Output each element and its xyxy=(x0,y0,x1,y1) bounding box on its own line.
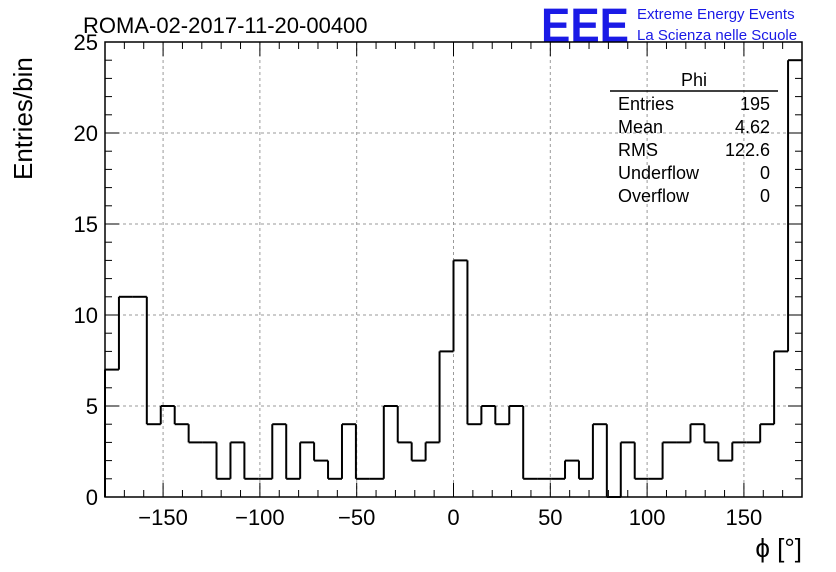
y-tick-label: 0 xyxy=(86,485,98,510)
x-axis-label: ϕ [°] xyxy=(755,533,802,563)
x-tick-label: 0 xyxy=(447,505,459,530)
y-tick-labels: 0 5 10 15 20 25 xyxy=(74,30,98,510)
y-tick-label: 15 xyxy=(74,212,98,237)
axes xyxy=(104,41,803,498)
stats-row-value: 195 xyxy=(740,94,770,114)
stats-row-value: 122.6 xyxy=(725,140,770,160)
y-tick-label: 25 xyxy=(74,30,98,55)
x-tick-labels: −150 −100 −50 0 50 100 150 xyxy=(138,505,762,530)
x-tick-label: 100 xyxy=(629,505,666,530)
y-tick-label: 5 xyxy=(86,394,98,419)
stats-row-label: Entries xyxy=(618,94,674,114)
stats-row-value: 0 xyxy=(760,163,770,183)
histogram-bars xyxy=(104,59,802,498)
stats-row-label: Mean xyxy=(618,117,663,137)
run-title: ROMA-02-2017-11-20-00400 xyxy=(83,13,368,38)
stats-box: Phi Entries 195 Mean 4.62 RMS 122.6 Underflow 0… xyxy=(610,70,778,206)
y-tick-label: 10 xyxy=(74,303,98,328)
stats-row-label: RMS xyxy=(618,140,658,160)
y-axis-label: Entries/bin xyxy=(8,57,38,180)
eee-logo: EEE xyxy=(541,0,629,53)
stats-row-label: Overflow xyxy=(618,186,690,206)
stats-rows: Entries 195 Mean 4.62 RMS 122.6 Underflow 0 Over… xyxy=(618,94,770,206)
x-tick-label: −50 xyxy=(338,505,375,530)
y-tick-label: 20 xyxy=(74,121,98,146)
x-tick-label: 150 xyxy=(726,505,763,530)
x-tick-label: −100 xyxy=(235,505,285,530)
stats-row-value: 4.62 xyxy=(735,117,770,137)
x-tick-label: −150 xyxy=(138,505,188,530)
stats-box-title: Phi xyxy=(681,70,707,90)
stats-row-value: 0 xyxy=(760,186,770,206)
stats-row-label: Underflow xyxy=(618,163,700,183)
logo-line-2: La Scienza nelle Scuole xyxy=(637,27,797,44)
logo-line-1: Extreme Energy Events xyxy=(637,6,795,23)
x-tick-label: 50 xyxy=(538,505,562,530)
